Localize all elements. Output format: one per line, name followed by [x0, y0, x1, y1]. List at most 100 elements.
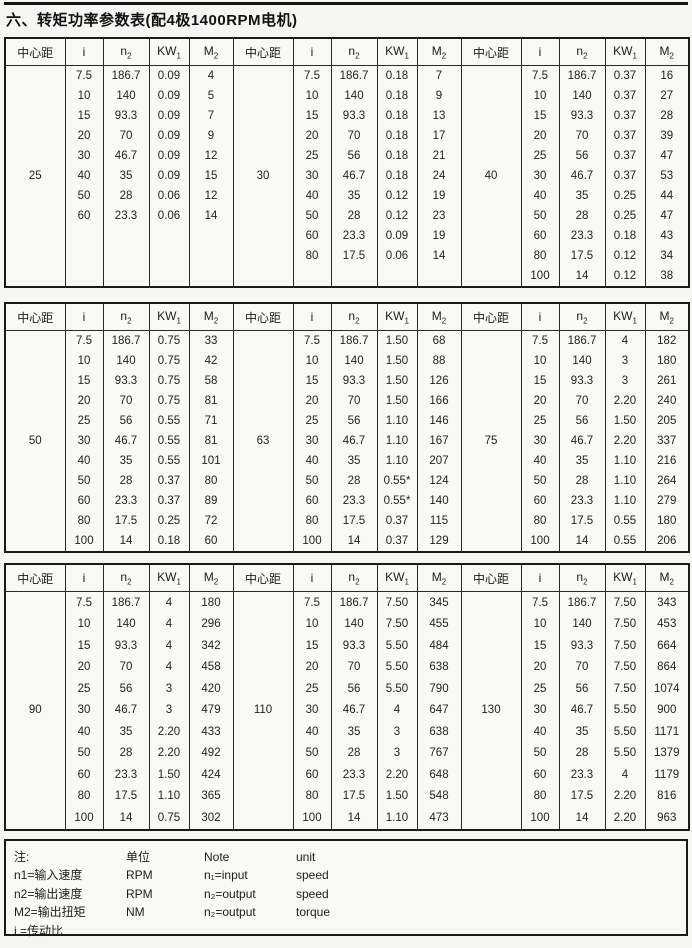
ratio-i-value: 40 — [292, 721, 332, 743]
speed-n2-value: 140 — [558, 351, 606, 371]
notes-cell: Note — [204, 849, 230, 864]
torque-m2-value: 167 — [416, 431, 462, 451]
torque-m2-value: 89 — [188, 491, 234, 511]
power-kw1-value: 1.10 — [376, 431, 418, 451]
torque-m2-value: 15 — [188, 166, 234, 186]
speed-n2-value: 70 — [102, 391, 150, 411]
speed-n2-value: 186.7 — [330, 330, 378, 351]
column-header: M2 — [188, 303, 234, 331]
center-distance-value: 25 — [4, 65, 66, 287]
power-kw1-value: 5.50 — [604, 742, 646, 764]
power-kw1-value: 1.50 — [148, 764, 190, 786]
ratio-i-value: 7.5 — [292, 591, 332, 614]
power-kw1-value: 3 — [604, 371, 646, 391]
power-kw1-value: 4 — [604, 764, 646, 786]
speed-n2-value: 28 — [102, 471, 150, 491]
speed-n2-value: 35 — [102, 166, 150, 186]
torque-m2-value: 9 — [188, 126, 234, 146]
column-header: KW1 — [148, 564, 190, 592]
speed-n2-value: 56 — [558, 678, 606, 700]
ratio-i-value: 15 — [64, 635, 104, 657]
ratio-i-value: 80 — [292, 246, 332, 266]
notes-row: i =传动比 — [14, 922, 686, 941]
ratio-i-value: 30 — [64, 699, 104, 721]
power-kw1-value: 0.09 — [148, 65, 190, 86]
ratio-i-value: 40 — [520, 721, 560, 743]
torque-m2-value: 34 — [644, 246, 690, 266]
column-header: M2 — [188, 564, 234, 592]
torque-m2-value: 240 — [644, 391, 690, 411]
torque-m2-value: 365 — [188, 785, 234, 807]
ratio-i-value: 60 — [64, 206, 104, 226]
speed-n2-value: 140 — [330, 86, 378, 106]
torque-m2-value: 124 — [416, 471, 462, 491]
notes-cell — [296, 922, 686, 941]
notes-row: 注: 单位 Note unit — [14, 848, 686, 867]
ratio-i-value: 80 — [520, 246, 560, 266]
ratio-i-value: 50 — [64, 186, 104, 206]
torque-m2-value: 342 — [188, 635, 234, 657]
power-kw1-value — [148, 226, 190, 246]
power-kw1-value: 0.25 — [148, 511, 190, 531]
speed-n2-value: 17.5 — [102, 785, 150, 807]
torque-m2-value: 638 — [416, 656, 462, 678]
speed-n2-value: 35 — [558, 721, 606, 743]
ratio-i-value: 10 — [64, 613, 104, 635]
ratio-i-value: 25 — [292, 146, 332, 166]
power-kw1-value: 0.37 — [148, 471, 190, 491]
ratio-i-value: 100 — [64, 531, 104, 552]
speed-n2-value: 23.3 — [330, 226, 378, 246]
torque-m2-value: 58 — [188, 371, 234, 391]
ratio-i-value: 15 — [520, 635, 560, 657]
table-row: 15 93.3 0.09 7 15 93.3 0.18 13 15 93.3 0.37 28 — [5, 106, 690, 126]
column-header: KW1 — [148, 303, 190, 331]
column-header: n2 — [330, 38, 378, 66]
torque-m2-value: 182 — [644, 330, 690, 351]
power-kw1-value: 2.20 — [604, 785, 646, 807]
power-kw1-value: 0.55 — [604, 531, 646, 552]
power-kw1-value: 1.10 — [604, 451, 646, 471]
speed-n2-value: 17.5 — [330, 785, 378, 807]
ratio-i-value: 50 — [292, 206, 332, 226]
speed-n2-value: 186.7 — [330, 591, 378, 614]
column-header: KW1 — [604, 303, 646, 331]
ratio-i-value: 15 — [64, 106, 104, 126]
table-row: 20 70 4 458 20 70 5.50 638 20 70 7.50 864 — [5, 656, 690, 678]
ratio-i-value: 20 — [64, 656, 104, 678]
torque-m2-value: 420 — [188, 678, 234, 700]
torque-m2-value: 166 — [416, 391, 462, 411]
notes-cell: n₂=output — [204, 905, 256, 919]
ratio-i-value: 30 — [292, 699, 332, 721]
speed-n2-value: 35 — [330, 721, 378, 743]
torque-m2-value: 9 — [416, 86, 462, 106]
table-row: 50 7.5 186.7 0.75 33 63 7.5 186.7 1.50 68 75 7.5 186… — [4, 330, 690, 552]
table-row: 60 23.3 0.06 14 50 28 0.12 23 50 28 0.25 47 — [5, 206, 690, 226]
power-kw1-value: 7.50 — [604, 613, 646, 635]
power-kw1-value: 4 — [148, 635, 190, 657]
speed-n2-value: 46.7 — [330, 431, 378, 451]
column-header: M2 — [644, 564, 690, 592]
ratio-i-value: 20 — [520, 391, 560, 411]
torque-m2-value — [188, 226, 234, 246]
ratio-i-value: 20 — [292, 656, 332, 678]
torque-m2-value: 43 — [644, 226, 690, 246]
torque-m2-value: 71 — [188, 411, 234, 431]
torque-m2-value: 44 — [644, 186, 690, 206]
table-row: 40 35 0.09 15 30 46.7 0.18 24 30 46.7 0.37 53 — [5, 166, 690, 186]
ratio-i-value: 10 — [292, 86, 332, 106]
column-header: i — [292, 564, 332, 592]
torque-m2-value: 5 — [188, 86, 234, 106]
speed-n2-value: 14 — [102, 807, 150, 830]
center-distance-value: 75 — [460, 330, 522, 552]
speed-n2-value: 46.7 — [558, 166, 606, 186]
ratio-i-value: 100 — [520, 807, 560, 830]
power-kw1-value: 0.18 — [376, 146, 418, 166]
speed-n2-value: 93.3 — [102, 635, 150, 657]
speed-n2-value: 93.3 — [558, 371, 606, 391]
ratio-i-value: 15 — [292, 635, 332, 657]
power-kw1-value: 7.50 — [376, 613, 418, 635]
notes-cell: RPM — [126, 868, 153, 882]
torque-m2-value: 337 — [644, 431, 690, 451]
speed-n2-value: 186.7 — [558, 65, 606, 86]
speed-n2-value: 70 — [330, 391, 378, 411]
